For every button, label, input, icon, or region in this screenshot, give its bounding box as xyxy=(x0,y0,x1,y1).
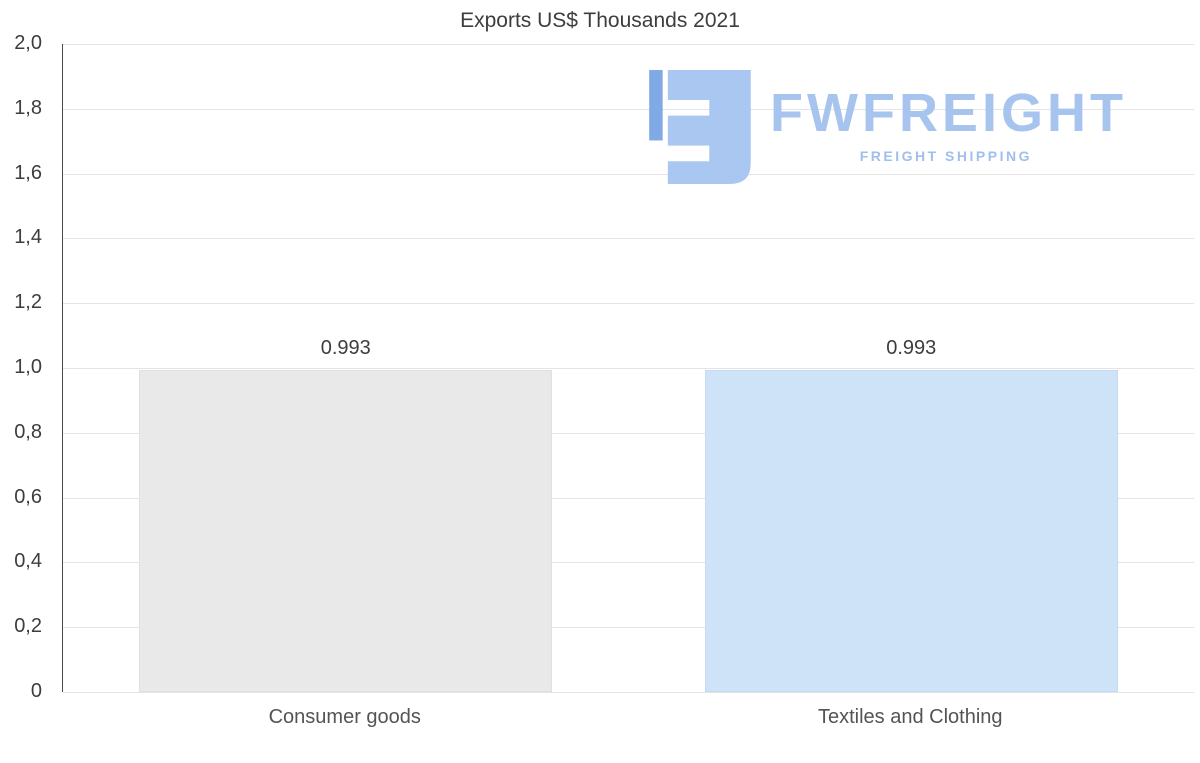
y-tick-label: 1,2 xyxy=(14,291,42,314)
bar-value-label: 0.993 xyxy=(886,337,937,360)
y-tick-label: 2,0 xyxy=(14,32,42,55)
y-tick-label: 0,8 xyxy=(14,420,42,443)
y-tick-label: 1,0 xyxy=(14,356,42,379)
bar-consumer-goods xyxy=(139,370,553,692)
x-axis-labels: Consumer goods Textiles and Clothing xyxy=(62,706,1193,740)
gridline xyxy=(63,173,1194,175)
plot-area: 0.993 0.993 xyxy=(62,44,1194,693)
bar-value-label: 0.993 xyxy=(320,337,371,360)
y-axis-labels: 0 0,2 0,4 0,6 0,8 1,0 1,2 1,4 1,6 1,8 2,0 xyxy=(0,32,52,702)
chart-title: Exports US$ Thousands 2021 xyxy=(460,9,740,32)
y-tick-label: 0,4 xyxy=(14,550,42,573)
gridline xyxy=(63,562,1194,564)
gridline xyxy=(63,692,1194,693)
y-tick-label: 1,8 xyxy=(14,96,42,119)
y-tick-label: 1,6 xyxy=(14,161,42,184)
y-tick-label: 0,2 xyxy=(14,615,42,638)
bar-textiles-and-clothing xyxy=(704,370,1118,692)
x-category-label-consumer-goods: Consumer goods xyxy=(268,706,421,728)
y-tick-label: 0,6 xyxy=(14,485,42,508)
gridline xyxy=(63,432,1194,434)
gridline xyxy=(63,303,1194,305)
y-tick-label: 0 xyxy=(30,680,42,703)
gridline xyxy=(63,44,1194,45)
gridline xyxy=(63,497,1194,499)
gridline xyxy=(63,627,1194,629)
gridline xyxy=(63,368,1194,369)
gridline xyxy=(63,108,1194,110)
gridline xyxy=(63,238,1194,240)
x-category-label-textiles-and-clothing: Textiles and Clothing xyxy=(817,706,1003,728)
y-tick-label: 1,4 xyxy=(14,226,42,249)
